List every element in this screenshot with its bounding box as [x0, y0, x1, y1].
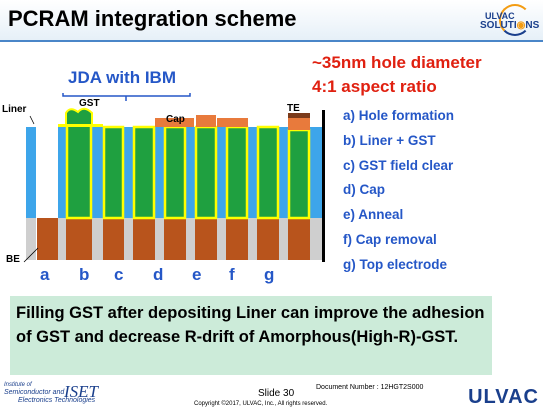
iset-line1: Institute of — [4, 382, 32, 388]
logo-swirl-icon — [499, 4, 531, 36]
step-item: c) GST field clear — [343, 157, 454, 173]
gst-label: GST — [79, 98, 100, 109]
gst-liner-cells — [65, 122, 311, 220]
be-pointer — [23, 247, 39, 263]
document-number: Document Number : 12HGT2S000 — [316, 384, 424, 391]
stage-letter-d: d — [153, 265, 163, 284]
logo-text-solutions: SOLUTI◉NS — [480, 20, 540, 31]
copyright: Copyright ©2017, ULVAC, Inc., All rights… — [194, 401, 328, 407]
jda-label: JDA with IBM — [68, 68, 176, 87]
slide-number: Slide 30 — [258, 388, 295, 399]
jda-bracket — [62, 93, 191, 101]
title-bar: PCRAM integration scheme ULVAC SOLUTI◉NS — [0, 0, 543, 40]
stage-letters: a b c d e f g — [40, 265, 274, 284]
aspect-ratio-callout: 4:1 aspect ratio — [312, 77, 437, 96]
liner-label: Liner — [2, 104, 27, 115]
hole-diameter-callout: ~35nm hole diameter — [312, 53, 482, 72]
ulvac-logo: ULVAC — [468, 386, 539, 408]
step-item: g) Top electrode — [343, 256, 448, 272]
liner-pointer — [29, 115, 35, 125]
bottom-electrodes — [37, 218, 310, 260]
header-divider — [0, 40, 543, 42]
cap-layers — [155, 115, 310, 130]
cap-label: Cap — [166, 114, 185, 125]
process-steps-list: a) Hole formation b) Liner + GST c) GST … — [343, 108, 454, 282]
ulvac-solutions-logo: ULVAC SOLUTI◉NS — [477, 4, 543, 38]
stage-letter-c: c — [114, 265, 123, 284]
iset-wordmark: ISET — [64, 382, 98, 401]
gst-overburden — [65, 107, 93, 127]
conclusion-box: Filling GST after depositing Liner can i… — [10, 296, 492, 375]
substrate-gaps — [36, 218, 37, 260]
iset-logo: Institute of Semiconductor and Electroni… — [2, 382, 132, 408]
stage-letter-b: b — [79, 265, 89, 284]
be-label: BE — [6, 254, 20, 265]
liner-tops — [58, 124, 103, 127]
step-item: d) Cap — [343, 182, 385, 198]
footer: Institute of Semiconductor and Electroni… — [0, 382, 543, 410]
step-item: a) Hole formation — [343, 108, 455, 123]
logo-text-ulvac: ULVAC — [485, 11, 515, 21]
step-item: f) Cap removal — [343, 231, 437, 247]
stage-letter-a: a — [40, 265, 50, 284]
te-label: TE — [287, 103, 300, 114]
step-item: e) Anneal — [343, 207, 404, 223]
stage-divider — [322, 110, 325, 262]
top-electrode-layer — [288, 113, 310, 118]
stage-letter-e: e — [192, 265, 201, 284]
stage-letter-f: f — [229, 265, 235, 284]
iset-line3: Electronics Technologies — [18, 397, 96, 404]
page-title: PCRAM integration scheme — [8, 6, 297, 31]
conclusion-text: Filling GST after depositing Liner can i… — [16, 304, 485, 346]
iset-line2: Semiconductor and — [4, 389, 65, 396]
pcram-process-diagram: JDA with IBM — [2, 68, 325, 284]
dielectric-columns — [26, 127, 322, 218]
stage-letter-g: g — [264, 265, 274, 284]
step-item: b) Liner + GST — [343, 132, 436, 148]
